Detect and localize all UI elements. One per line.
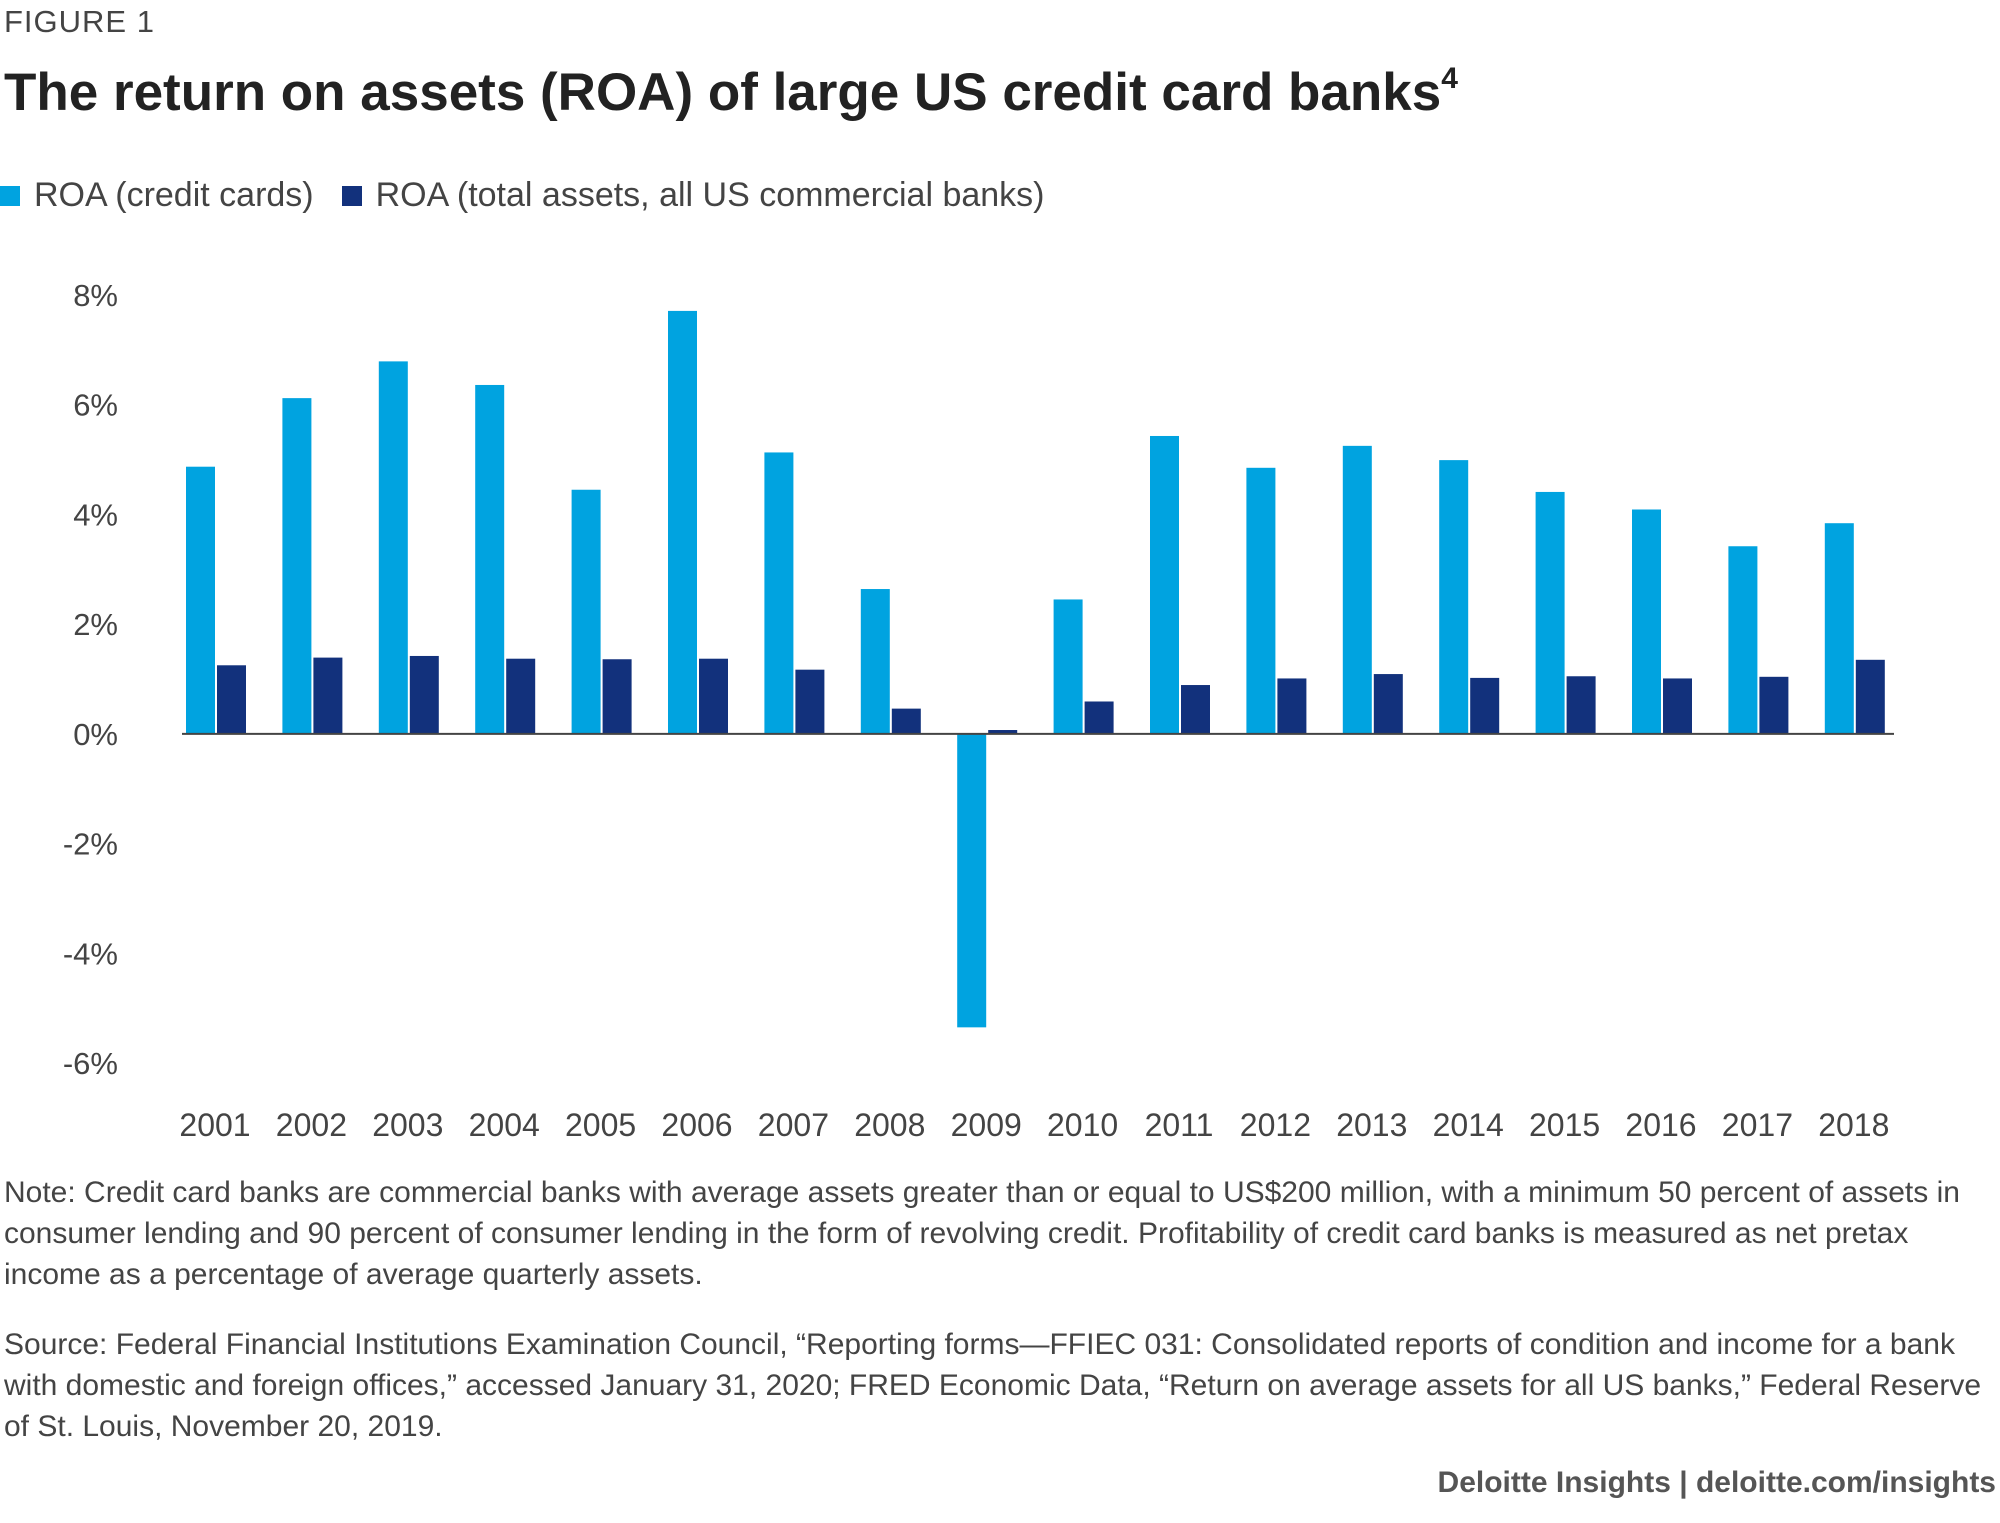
x-tick-label: 2006 <box>661 1107 732 1143</box>
chart-title: The return on assets (ROA) of large US c… <box>4 62 1458 123</box>
bar-total-assets <box>217 665 246 734</box>
bar-credit-cards <box>1535 491 1565 734</box>
x-tick-label: 2007 <box>758 1107 829 1143</box>
legend-swatch-total-assets <box>341 185 362 206</box>
footer-credit: Deloitte Insights | deloitte.com/insight… <box>1437 1466 1996 1499</box>
bar-credit-cards <box>1824 523 1854 734</box>
bar-total-assets <box>313 657 343 734</box>
bar-total-assets <box>1566 676 1596 734</box>
legend-label-credit-cards: ROA (credit cards) <box>34 176 314 214</box>
x-tick-label: 2005 <box>565 1107 636 1143</box>
legend-label-total-assets: ROA (total assets, all US commercial ban… <box>375 176 1045 214</box>
x-tick-label: 2017 <box>1722 1107 1793 1143</box>
x-tick-label: 2001 <box>179 1107 250 1143</box>
bar-credit-cards <box>764 452 794 734</box>
y-tick-label: 0% <box>73 717 118 752</box>
bar-credit-cards <box>1439 460 1469 734</box>
x-tick-label: 2015 <box>1529 1107 1600 1143</box>
x-tick-label: 2004 <box>469 1107 540 1143</box>
bar-credit-cards <box>668 310 697 734</box>
y-tick-label: 8% <box>73 278 118 313</box>
bar-total-assets <box>1084 701 1114 734</box>
y-tick-label: -6% <box>63 1046 118 1081</box>
legend-swatch-credit-cards <box>0 185 20 206</box>
bar-total-assets <box>988 730 1018 734</box>
bar-total-assets <box>891 708 921 734</box>
bar-total-assets <box>1181 685 1210 734</box>
chart-source: Source: Federal Financial Institutions E… <box>4 1328 1982 1443</box>
x-tick-label: 2018 <box>1818 1107 1889 1143</box>
legend-item-total-assets: ROA (total assets, all US commercial ban… <box>341 176 1045 215</box>
bar-credit-cards <box>282 398 312 734</box>
bar-credit-cards <box>186 466 215 734</box>
bar-total-assets <box>506 658 536 734</box>
chart-title-text: The return on assets (ROA) of large US c… <box>4 63 1442 122</box>
x-tick-label: 2012 <box>1240 1107 1311 1143</box>
chart-note: Note: Credit card banks are commercial b… <box>4 1176 1960 1291</box>
bar-credit-cards <box>1150 435 1179 734</box>
x-tick-label: 2009 <box>951 1107 1022 1143</box>
bar-credit-cards <box>1728 546 1758 734</box>
x-tick-label: 2008 <box>854 1107 925 1143</box>
x-tick-label: 2002 <box>276 1107 347 1143</box>
footnote-marker: 4 <box>1441 62 1458 95</box>
bar-total-assets <box>602 659 632 734</box>
bar-total-assets <box>1759 676 1789 734</box>
y-tick-label: -2% <box>63 827 118 862</box>
bar-total-assets <box>1277 678 1307 734</box>
figure-label: FIGURE 1 <box>4 4 155 39</box>
y-tick-label: -4% <box>63 936 118 971</box>
bar-total-assets <box>1373 674 1403 734</box>
bar-total-assets <box>1470 677 1500 734</box>
x-tick-label: 2010 <box>1047 1107 1118 1143</box>
bar-credit-cards <box>1246 467 1276 734</box>
y-tick-label: 4% <box>73 497 118 532</box>
bar-total-assets <box>699 658 728 734</box>
bar-credit-cards <box>1053 599 1083 734</box>
x-tick-label: 2013 <box>1336 1107 1407 1143</box>
x-tick-label: 2016 <box>1625 1107 1696 1143</box>
x-tick-label: 2011 <box>1145 1107 1214 1143</box>
bar-credit-cards <box>475 384 505 734</box>
bar-total-assets <box>1663 678 1692 734</box>
bar-chart: 8% 6% 4% 2% 0% -2% -4% -6% 2001 2002 2003 2004 2005 2… <box>63 278 1894 1143</box>
bar-total-assets <box>795 669 825 734</box>
bar-credit-cards <box>378 361 408 734</box>
x-tick-label: 2014 <box>1433 1107 1504 1143</box>
bar-total-assets <box>1855 659 1885 734</box>
bar-credit-cards <box>1632 509 1661 734</box>
y-tick-label: 6% <box>73 388 118 423</box>
y-tick-label: 2% <box>73 607 118 642</box>
x-tick-label: 2003 <box>372 1107 443 1143</box>
legend: ROA (credit cards) ROA (total assets, al… <box>0 176 1073 215</box>
bar-credit-cards <box>860 589 890 734</box>
bar-total-assets <box>409 655 439 734</box>
bar-credit-cards <box>1342 445 1372 734</box>
bar-credit-cards <box>571 489 601 734</box>
bar-credit-cards <box>957 733 987 1028</box>
legend-item-credit-cards: ROA (credit cards) <box>0 176 314 215</box>
